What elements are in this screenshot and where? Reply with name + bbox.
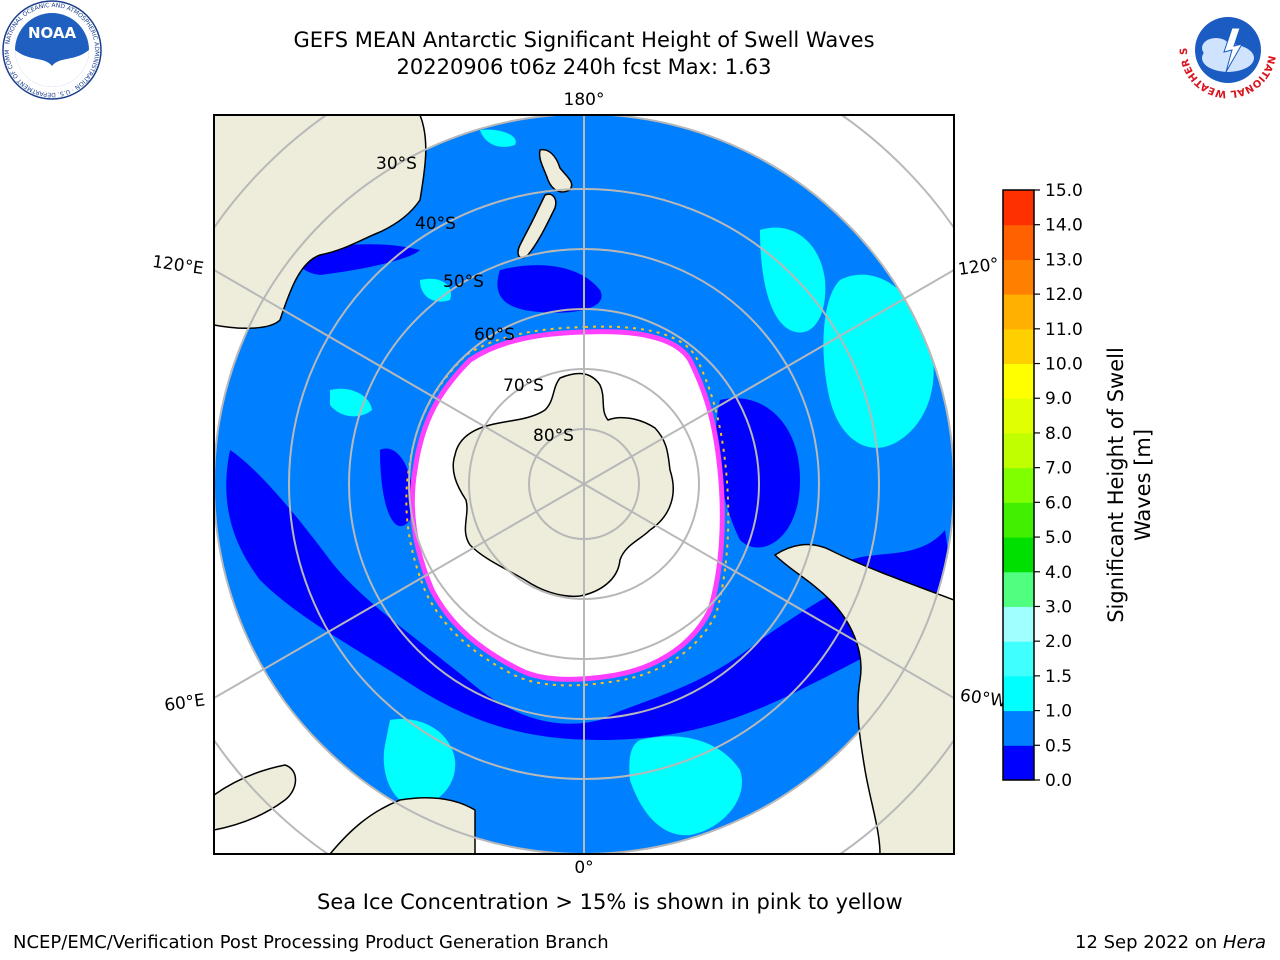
lat-label-80s: 80°S — [533, 426, 574, 446]
colorbar-segment — [1003, 710, 1034, 746]
colorbar-tick-label: 6.0 — [1045, 493, 1072, 513]
colorbar-tick-label: 1.5 — [1045, 667, 1072, 687]
lat-label-50s: 50°S — [443, 272, 484, 292]
colorbar-tick-label: 14.0 — [1045, 216, 1083, 236]
colorbar-segment — [1003, 259, 1034, 295]
madagascar — [214, 764, 297, 831]
footer-date-text: 12 Sep 2022 on — [1075, 932, 1223, 953]
colorbar-segment — [1003, 294, 1034, 330]
footer-date: 12 Sep 2022 on Hera — [1075, 932, 1266, 953]
antarctica — [452, 372, 674, 598]
colorbar: 0.0 0.5 1.0 1.5 2.0 3.0 4.0 5.0 6.0 7.0 8.0 9.0 10.0… — [1002, 181, 1083, 791]
colorbar-segment — [1003, 432, 1034, 469]
colorbar-tick-label: 13.0 — [1045, 250, 1083, 270]
colorbar-segment — [1003, 606, 1034, 642]
colorbar-segment — [1003, 467, 1034, 503]
colorbar-label-line1: Significant Height of Swell — [1104, 347, 1128, 623]
colorbar-tick-label: 12.0 — [1045, 285, 1083, 305]
colorbar-segment — [1003, 502, 1034, 538]
lat-label-70s: 70°S — [503, 376, 544, 396]
colorbar-tick-label: 3.0 — [1045, 597, 1072, 617]
map-frame — [213, 114, 955, 855]
colorbar-frame — [1002, 189, 1035, 781]
latitude-labels: 30°S 40°S 50°S 60°S 70°S 80°S — [376, 154, 574, 446]
colorbar-label: Significant Height of Swell Waves [m] — [1104, 347, 1155, 623]
noaa-logo-text: NOAA — [28, 24, 77, 42]
land-masses — [214, 115, 954, 854]
nws-logo: NATIONAL WEATHER SERVICE — [1176, 0, 1277, 99]
colorbar-tick-label: 10.0 — [1045, 355, 1083, 375]
noaa-logo: NOAA NATIONAL OCEANIC AND ATMOSPHERIC AD… — [0, 0, 102, 100]
lon-label-60w: 60°W — [959, 686, 1008, 712]
colorbar-segment — [1003, 745, 1034, 781]
footer-credit: NCEP/EMC/Verification Post Processing Pr… — [13, 932, 609, 953]
chart-title: GEFS MEAN Antarctic Significant Height o… — [293, 28, 875, 52]
australia — [214, 115, 427, 330]
lat-label-30s: 30°S — [376, 154, 417, 174]
graticule — [214, 115, 954, 854]
africa — [329, 796, 476, 854]
lon-label-120w: 120° — [957, 254, 1000, 280]
chart-subtitle: 20220906 t06z 240h fcst Max: 1.63 — [396, 55, 772, 79]
colorbar-segment — [1003, 675, 1034, 712]
lat-label-60s: 60°S — [474, 325, 515, 345]
colorbar-segment — [1003, 328, 1034, 365]
colorbar-segment — [1003, 224, 1034, 260]
lon-label-180: 180° — [564, 90, 605, 110]
colorbar-tick-label: 1.0 — [1045, 702, 1072, 722]
colorbar-segment — [1003, 190, 1034, 226]
colorbar-tick-label: 15.0 — [1045, 181, 1083, 201]
colorbar-tick-label: 4.0 — [1045, 563, 1072, 583]
colorbar-label-line2: Waves [m] — [1131, 429, 1155, 541]
colorbar-tick-label: 0.5 — [1045, 736, 1072, 756]
colorbar-segment — [1003, 398, 1034, 434]
colorbar-segment — [1003, 537, 1034, 573]
colorbar-segment — [1003, 571, 1034, 607]
colorbar-tick-label: 11.0 — [1045, 320, 1083, 340]
colorbar-tick-label: 2.0 — [1045, 632, 1072, 652]
lon-label-120e: 120°E — [151, 252, 205, 279]
lat-label-40s: 40°S — [415, 214, 456, 234]
footer-machine: Hera — [1222, 932, 1266, 953]
colorbar-segment — [1003, 363, 1034, 399]
lon-label-0: 0° — [574, 858, 593, 878]
colorbar-tick-label: 0.0 — [1045, 771, 1072, 791]
colorbar-segment — [1003, 641, 1034, 677]
colorbar-tick-label: 5.0 — [1045, 528, 1072, 548]
colorbar-tick-label: 9.0 — [1045, 389, 1072, 409]
colorbar-tick-label: 7.0 — [1045, 459, 1072, 479]
colorbar-tick-label: 8.0 — [1045, 424, 1072, 444]
south-america — [773, 543, 954, 854]
lon-label-60e: 60°E — [163, 690, 206, 715]
